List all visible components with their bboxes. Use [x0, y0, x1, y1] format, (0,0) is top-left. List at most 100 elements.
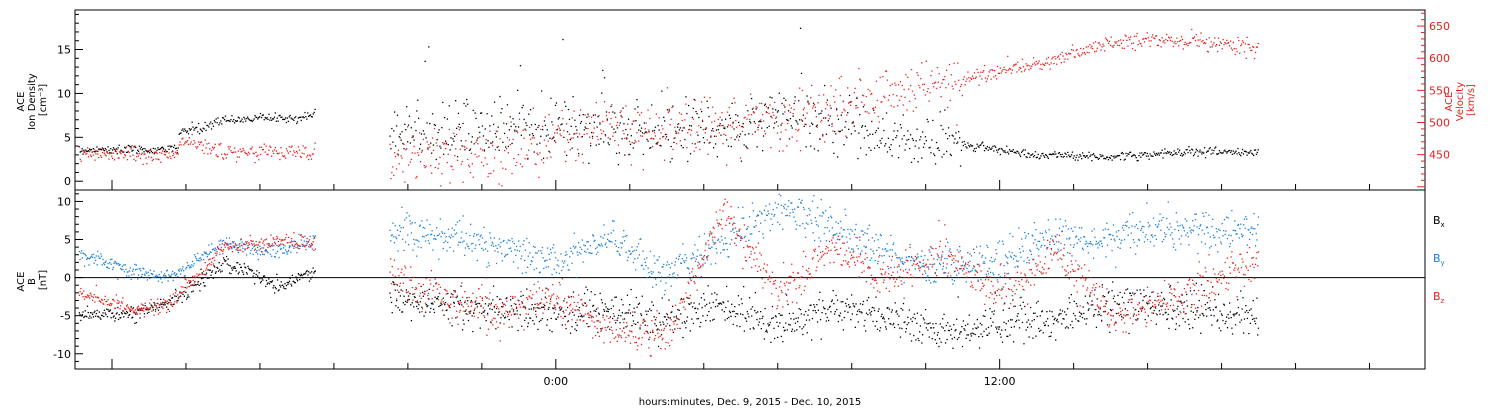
velocity-point — [163, 153, 166, 156]
bx-point — [538, 307, 540, 309]
by-point — [607, 233, 609, 235]
b-y-tick-label: 0 — [64, 272, 71, 285]
bx-point — [768, 324, 771, 326]
density-point — [888, 146, 890, 149]
bx-point — [463, 323, 465, 325]
velocity-point — [190, 141, 192, 143]
velocity-point — [1180, 39, 1182, 42]
by-point — [220, 239, 222, 241]
density-point — [514, 129, 516, 131]
by-point — [241, 241, 243, 243]
bx-point — [541, 318, 544, 320]
bx-point — [311, 271, 313, 273]
density-point — [831, 123, 833, 125]
density-point — [479, 131, 481, 134]
density-point — [780, 124, 782, 126]
bx-point — [632, 320, 635, 322]
velocity-point — [284, 155, 286, 157]
by-point — [877, 239, 879, 241]
bx-point — [725, 306, 727, 309]
velocity-point — [947, 83, 950, 85]
by-point — [561, 269, 563, 272]
velocity-point — [621, 116, 623, 118]
velocity-point — [724, 126, 726, 128]
velocity-point — [438, 163, 440, 165]
velocity-point — [292, 154, 294, 156]
velocity-point — [970, 77, 972, 79]
by-point — [248, 247, 250, 249]
bx-point — [1174, 309, 1176, 312]
velocity-point — [824, 108, 827, 110]
density-point — [729, 117, 731, 119]
density-point — [802, 114, 804, 116]
bx-point — [541, 306, 543, 308]
velocity-point — [687, 132, 689, 134]
by-point — [774, 214, 776, 216]
by-point — [811, 222, 813, 224]
bx-point — [604, 303, 606, 305]
bx-point — [143, 313, 146, 315]
by-point — [150, 272, 152, 275]
bx-point — [186, 298, 188, 300]
bx-point — [552, 308, 555, 310]
velocity-point — [598, 114, 600, 117]
density-point — [82, 153, 84, 155]
velocity-point — [578, 133, 581, 135]
density-point — [502, 141, 504, 143]
x-tick-label: 0:00 — [543, 375, 568, 388]
density-point — [933, 153, 935, 155]
density-point — [97, 150, 99, 152]
bx-point — [850, 319, 852, 321]
bx-point — [882, 316, 885, 318]
density-point — [1101, 154, 1103, 156]
density-point — [213, 119, 215, 122]
bx-point — [485, 320, 487, 322]
velocity-point — [811, 84, 813, 87]
velocity-point — [1248, 43, 1250, 46]
velocity-point — [454, 155, 456, 157]
bx-point — [1077, 320, 1079, 322]
bx-point — [964, 329, 966, 331]
density-point — [937, 147, 939, 149]
by-point — [745, 240, 747, 242]
by-point — [211, 249, 214, 251]
by-point — [582, 261, 584, 263]
density-point — [175, 147, 178, 149]
bx-point — [592, 305, 594, 307]
by-point — [462, 215, 464, 217]
bx-point — [396, 300, 398, 302]
velocity-point — [920, 78, 922, 80]
bx-point — [95, 312, 97, 315]
velocity-point — [843, 108, 845, 110]
density-point — [1254, 149, 1257, 151]
density-point — [997, 149, 1000, 151]
bx-point — [595, 310, 597, 312]
velocity-point — [1166, 33, 1168, 36]
bx-point — [973, 323, 976, 325]
density-point — [616, 127, 619, 129]
bx-point — [465, 313, 467, 315]
velocity-point — [1204, 42, 1206, 44]
velocity-point — [948, 64, 951, 66]
density-point — [662, 136, 664, 138]
velocity-point — [164, 154, 166, 156]
bx-point — [869, 312, 871, 314]
bx-point — [949, 325, 951, 327]
density-point — [543, 120, 546, 122]
velocity-point — [173, 153, 175, 155]
density-point — [1222, 152, 1224, 154]
bx-point — [410, 320, 413, 322]
bx-point — [533, 323, 535, 325]
by-point — [121, 265, 123, 267]
density-point — [1233, 152, 1235, 155]
velocity-point — [995, 75, 997, 77]
bx-point — [1210, 314, 1212, 316]
bx-point — [723, 311, 725, 313]
velocity-y-tick-label: 550 — [1429, 84, 1450, 97]
by-point — [122, 268, 124, 271]
bx-point — [85, 315, 87, 317]
density-point — [1147, 155, 1149, 157]
density-point — [232, 120, 234, 122]
velocity-point — [1024, 68, 1026, 70]
velocity-point — [307, 154, 309, 156]
